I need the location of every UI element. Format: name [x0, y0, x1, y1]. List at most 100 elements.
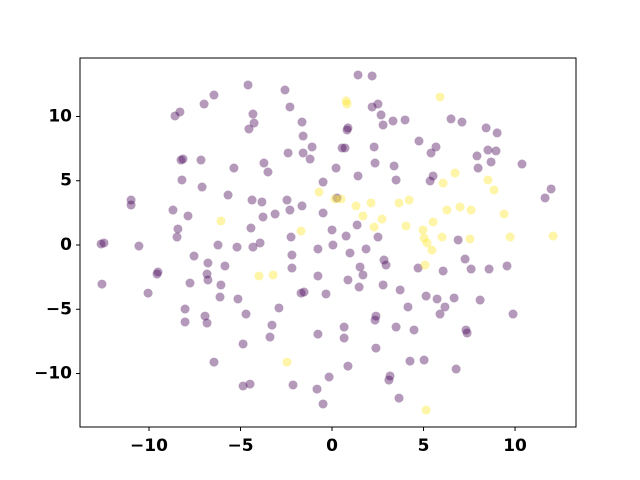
- point: [328, 240, 338, 250]
- point: [318, 208, 328, 218]
- point: [381, 260, 391, 270]
- point: [446, 114, 456, 124]
- point: [247, 195, 257, 205]
- point: [499, 209, 509, 219]
- point: [233, 294, 243, 304]
- point: [413, 263, 423, 273]
- point: [342, 125, 352, 135]
- point: [438, 178, 448, 188]
- x-tick-label: −5: [227, 436, 253, 456]
- point: [378, 280, 388, 290]
- x-tick-label: 10: [503, 436, 527, 456]
- point: [455, 202, 465, 212]
- point: [343, 361, 353, 371]
- point: [367, 102, 377, 112]
- point: [314, 187, 324, 197]
- point: [369, 222, 379, 232]
- point: [196, 155, 206, 165]
- point: [426, 148, 436, 158]
- point: [440, 302, 450, 312]
- point: [540, 193, 550, 203]
- point: [298, 131, 308, 141]
- point: [168, 205, 178, 215]
- point: [451, 364, 461, 374]
- plot-frame: [79, 57, 577, 428]
- point: [313, 271, 323, 281]
- point: [203, 258, 213, 268]
- point: [481, 123, 491, 133]
- point: [353, 70, 363, 80]
- point: [203, 275, 213, 285]
- point: [223, 190, 233, 200]
- point: [170, 111, 180, 121]
- point: [377, 214, 387, 224]
- y-tick-label: 5: [60, 171, 72, 191]
- point: [313, 244, 323, 254]
- point: [257, 197, 267, 207]
- point: [336, 194, 346, 204]
- point: [385, 371, 395, 381]
- point: [343, 123, 353, 133]
- point: [246, 223, 256, 233]
- point: [180, 317, 190, 327]
- point: [199, 99, 209, 109]
- point: [285, 205, 295, 215]
- point: [395, 285, 405, 295]
- point: [287, 263, 297, 273]
- point: [378, 120, 388, 130]
- point: [96, 239, 106, 249]
- point: [369, 142, 379, 152]
- point: [422, 238, 432, 248]
- point: [517, 159, 527, 169]
- point: [97, 279, 107, 289]
- point: [332, 193, 342, 203]
- point: [312, 384, 322, 394]
- point: [491, 146, 501, 156]
- point: [502, 261, 512, 271]
- point: [483, 175, 493, 185]
- point: [438, 266, 448, 276]
- point: [265, 332, 275, 342]
- point: [425, 176, 435, 186]
- y-tick-label: −10: [34, 364, 72, 384]
- point: [216, 280, 226, 290]
- point: [339, 333, 349, 343]
- point: [370, 315, 380, 325]
- point: [351, 201, 361, 211]
- point: [419, 355, 429, 365]
- point: [461, 325, 471, 335]
- point: [297, 201, 307, 211]
- point: [248, 109, 258, 119]
- point: [388, 116, 398, 126]
- point: [200, 311, 210, 321]
- point: [361, 244, 371, 254]
- point: [484, 264, 494, 274]
- point: [263, 167, 273, 177]
- x-tick-label: 5: [418, 436, 430, 456]
- point: [486, 157, 496, 167]
- point: [354, 282, 364, 292]
- point: [134, 241, 144, 251]
- point: [216, 216, 226, 226]
- point: [330, 194, 340, 204]
- point: [318, 177, 328, 187]
- point: [183, 211, 193, 221]
- point: [472, 151, 482, 161]
- point: [296, 226, 306, 236]
- point: [405, 356, 415, 366]
- point: [403, 302, 413, 312]
- point: [209, 90, 219, 100]
- point: [460, 254, 470, 264]
- point: [384, 375, 394, 385]
- point: [189, 251, 199, 261]
- point: [297, 117, 307, 127]
- point: [307, 142, 317, 152]
- point: [450, 168, 460, 178]
- point: [180, 304, 190, 314]
- point: [258, 212, 268, 222]
- point: [371, 311, 381, 321]
- point: [197, 182, 207, 192]
- point: [209, 357, 219, 367]
- point: [238, 381, 248, 391]
- point: [259, 158, 269, 168]
